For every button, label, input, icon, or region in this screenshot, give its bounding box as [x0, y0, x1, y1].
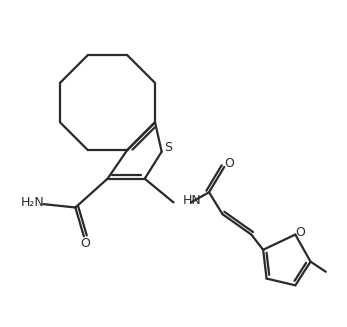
Text: HN: HN	[183, 194, 202, 207]
Text: O: O	[225, 157, 234, 170]
Text: O: O	[81, 236, 91, 250]
Text: S: S	[164, 141, 172, 154]
Text: H₂N: H₂N	[20, 196, 44, 209]
Text: O: O	[295, 226, 305, 239]
